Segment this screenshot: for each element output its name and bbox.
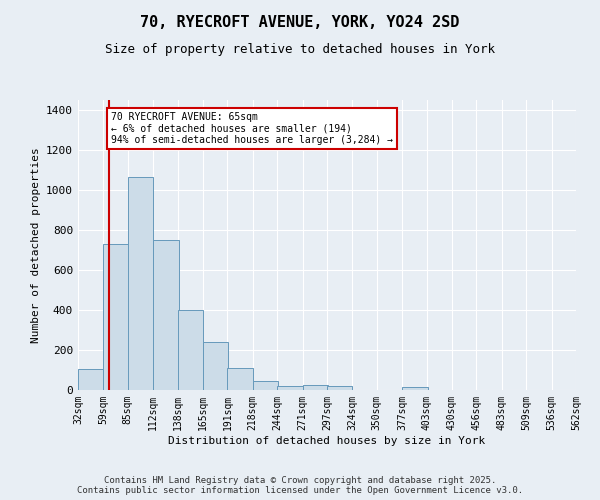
Bar <box>128 177 153 390</box>
Text: 70, RYECROFT AVENUE, YORK, YO24 2SD: 70, RYECROFT AVENUE, YORK, YO24 2SD <box>140 15 460 30</box>
Bar <box>253 381 278 390</box>
Bar <box>203 342 229 390</box>
Text: Size of property relative to detached houses in York: Size of property relative to detached ho… <box>105 42 495 56</box>
Bar <box>302 385 328 390</box>
Bar <box>227 368 253 390</box>
Bar <box>277 386 302 390</box>
X-axis label: Distribution of detached houses by size in York: Distribution of detached houses by size … <box>169 436 485 446</box>
Bar <box>153 240 179 390</box>
Bar <box>103 244 129 390</box>
Text: Contains HM Land Registry data © Crown copyright and database right 2025.
Contai: Contains HM Land Registry data © Crown c… <box>77 476 523 495</box>
Bar <box>178 310 203 390</box>
Bar <box>402 387 428 390</box>
Text: 70 RYECROFT AVENUE: 65sqm
← 6% of detached houses are smaller (194)
94% of semi-: 70 RYECROFT AVENUE: 65sqm ← 6% of detach… <box>111 112 393 145</box>
Bar <box>327 386 352 390</box>
Y-axis label: Number of detached properties: Number of detached properties <box>31 147 41 343</box>
Bar <box>78 368 103 390</box>
